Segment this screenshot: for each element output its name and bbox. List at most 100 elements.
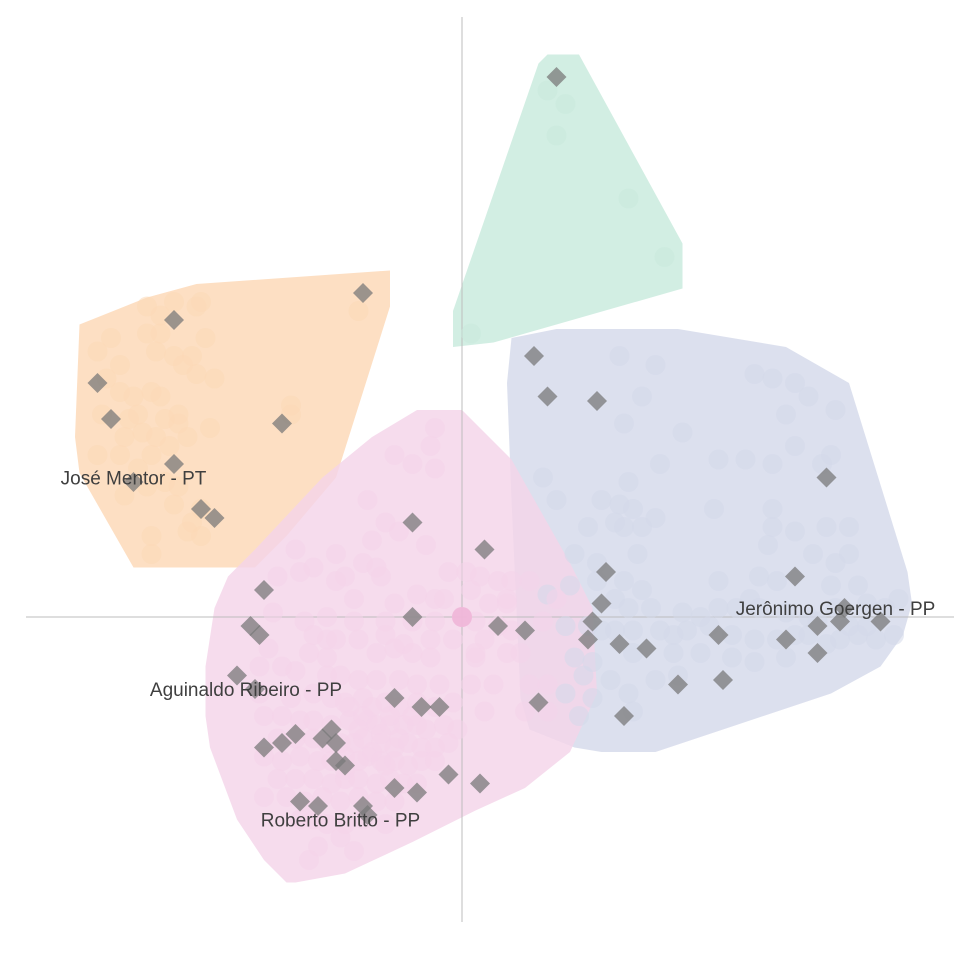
jeronimo-goergen-pp-diamond-7	[582, 611, 603, 632]
roberto-britto-pp-diamond-4	[488, 616, 508, 636]
cluster-diamond-0	[546, 67, 567, 87]
cluster-point-3	[618, 188, 639, 209]
cluster-point-2	[546, 125, 567, 146]
jose-mentor-pt-point-12	[204, 368, 225, 389]
roberto-britto-pp-point-133	[285, 769, 306, 789]
jeronimo-goergen-pp-point-97	[573, 665, 594, 686]
jeronimo-goergen-pp-diamond-16	[578, 629, 598, 650]
roberto-britto-pp-diamond-11	[429, 697, 450, 717]
jose-mentor-pt-point-44	[348, 301, 369, 321]
roberto-britto-pp-point-146	[330, 791, 351, 812]
jeronimo-goergen-pp-point-39	[564, 544, 585, 564]
roberto-britto-pp-point-64	[249, 656, 270, 677]
roberto-britto-pp-point-158	[344, 841, 364, 861]
roberto-britto-pp-point-57	[317, 647, 337, 668]
jeronimo-goergen-pp-diamond-19	[614, 706, 634, 726]
jeronimo-goergen-pp-diamond-6	[591, 593, 612, 614]
jeronimo-goergen-pp-point-85	[830, 629, 850, 650]
roberto-britto-pp-point-69	[348, 670, 369, 690]
jeronimo-goergen-pp-diamond-1	[537, 386, 558, 407]
jose-mentor-pt-point-26	[177, 427, 198, 447]
jose-mentor-pt-diamond-6	[191, 499, 211, 519]
roberto-britto-pp-point-29	[344, 589, 364, 609]
jeronimo-goergen-pp-point-92	[663, 643, 684, 663]
jeronimo-goergen-pp-point-43	[614, 571, 634, 591]
roberto-britto-pp-point-52	[443, 629, 463, 650]
roberto-britto-pp-point-22	[267, 566, 288, 587]
jeronimo-goergen-pp-diamond-2	[587, 391, 607, 411]
roberto-britto-pp-point-4	[425, 458, 445, 479]
jeronimo-goergen-pp-point-98	[600, 670, 621, 690]
jeronimo-goergen-pp-point-15	[708, 449, 729, 470]
jeronimo-goergen-pp-diamond-17	[668, 674, 688, 695]
roberto-britto-pp-point-60	[402, 643, 423, 663]
jose-mentor-pt-point-4	[195, 328, 216, 348]
jose-mentor-pt-point-15	[123, 386, 144, 407]
jeronimo-goergen-pp-point-9	[776, 404, 796, 425]
jeronimo-goergen-pp-point-11	[785, 436, 805, 456]
jose-mentor-pt-point-40	[191, 526, 211, 546]
jeronimo-goergen-pp-point-5	[744, 364, 765, 384]
roberto-britto-pp-point-59	[384, 638, 405, 659]
roberto-britto-pp-point-32	[479, 593, 499, 614]
roberto-britto-pp-point-72	[407, 674, 427, 695]
roberto-britto-pp-point-170	[375, 755, 396, 776]
roberto-britto-pp-diamond-26	[290, 791, 310, 812]
jeronimo-goergen-pp-point-57	[641, 598, 661, 618]
jeronimo-goergen-pp-point-31	[816, 517, 837, 537]
roberto-britto-pp-point-75	[483, 674, 504, 695]
jeronimo-goergen-pp-point-89	[564, 647, 585, 668]
jeronimo-goergen-pp-point-99	[618, 683, 639, 704]
roberto-britto-pp-point-51	[420, 629, 441, 650]
jeronimo-goergen-pp-label: Jerônimo Goergen - PP	[736, 599, 936, 620]
jeronimo-goergen-pp-point-14	[762, 454, 783, 474]
jeronimo-goergen-pp-point-32	[839, 517, 859, 537]
jose-mentor-pt-point-36	[164, 494, 184, 515]
roberto-britto-pp-diamond-17	[285, 724, 306, 744]
jose-mentor-pt-diamond-1	[87, 373, 108, 393]
jeronimo-goergen-pp-point-96	[776, 647, 796, 668]
roberto-britto-pp-diamond-29	[357, 805, 378, 825]
jeronimo-goergen-pp-point-60	[708, 598, 729, 618]
roberto-britto-pp-point-15	[371, 566, 391, 587]
jeronimo-goergen-pp-point-17	[650, 454, 670, 474]
roberto-britto-pp-point-120	[272, 751, 292, 771]
jeronimo-goergen-pp-diamond-10	[870, 611, 891, 632]
roberto-britto-pp-point-27	[407, 584, 427, 605]
roberto-britto-pp-point-155	[375, 814, 396, 834]
roberto-britto-pp-point-131	[425, 751, 445, 771]
jeronimo-goergen-pp-point-1	[645, 355, 666, 375]
jeronimo-goergen-pp-point-10	[825, 400, 846, 420]
roberto-britto-pp-point-36	[317, 607, 337, 627]
cluster-point-0	[537, 80, 558, 101]
jeronimo-goergen-pp-point-93	[690, 643, 711, 663]
jeronimo-goergen-pp-diamond-14	[609, 634, 630, 654]
jose-mentor-pt-point-49	[182, 346, 202, 366]
jeronimo-goergen-pp-diamond-13	[776, 629, 796, 650]
roberto-britto-pp-point-1	[420, 436, 441, 456]
roberto-britto-pp-diamond-23	[407, 782, 427, 803]
roberto-britto-pp-diamond-21	[335, 755, 355, 776]
jeronimo-goergen-pp-point-35	[758, 535, 778, 555]
roberto-britto-pp-point-134	[303, 769, 324, 789]
jose-mentor-pt-point-17	[141, 382, 162, 402]
roberto-britto-pp-diamond-18	[272, 733, 292, 753]
roberto-britto-pp-point-161	[519, 571, 540, 591]
roberto-britto-pp-point-169	[348, 719, 369, 740]
jeronimo-goergen-pp-point-45	[708, 571, 729, 591]
roberto-britto-pp-point-28	[434, 589, 454, 609]
jeronimo-goergen-pp-diamond-3	[816, 467, 837, 488]
jeronimo-goergen-pp-point-63	[749, 598, 769, 618]
aguinaldo-ribeiro-pp-label: Aguinaldo Ribeiro - PP	[150, 680, 342, 701]
jeronimo-goergen-pp-point-38	[825, 553, 846, 573]
jeronimo-goergen-pp-point-41	[627, 544, 648, 564]
roberto-britto-pp-diamond-12	[411, 697, 432, 717]
jeronimo-goergen-pp-point-27	[614, 517, 634, 537]
roberto-britto-pp-point-167	[389, 728, 409, 749]
jeronimo-goergen-pp-diamond-4	[596, 562, 616, 582]
roberto-britto-pp-point-95	[303, 710, 324, 731]
roberto-britto-pp-point-23	[290, 562, 310, 582]
roberto-britto-pp-point-5	[357, 490, 378, 510]
jeronimo-goergen-pp-point-74	[623, 620, 643, 641]
jeronimo-goergen-pp-point-77	[677, 620, 697, 641]
